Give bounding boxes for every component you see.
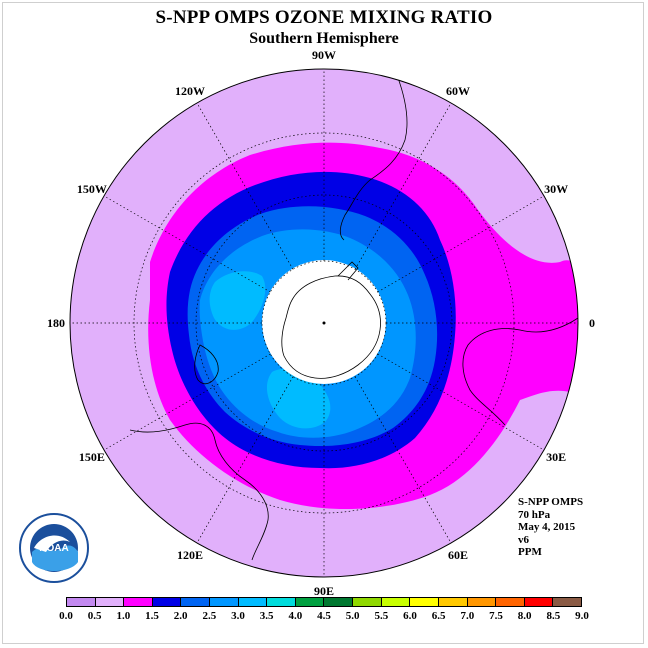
colorbar-tick-label: 2.0 [173, 610, 188, 622]
colorbar-swatch [381, 598, 411, 606]
map-boundary [69, 68, 579, 578]
meridian-line [354, 376, 452, 544]
colorbar-swatch [124, 598, 153, 606]
colorbar-tick-label: 7.5 [489, 610, 503, 622]
longitude-label: 60W [446, 84, 470, 98]
south-pole-marker [322, 321, 326, 325]
colorbar-swatch [152, 598, 182, 606]
colorbar-swatch [181, 598, 211, 606]
meridian-line [103, 195, 271, 293]
colorbar-swatch [353, 598, 382, 606]
longitude-label: 180 [47, 316, 65, 330]
colorbar-swatch [524, 598, 554, 606]
colorbar-tick-label: 1.0 [116, 610, 131, 622]
longitude-label: 90E [314, 584, 334, 598]
colorbar-swatch [467, 598, 497, 606]
longitude-label: 30E [546, 450, 566, 464]
colorbar-swatch [553, 598, 581, 606]
colorbar-swatch [67, 598, 96, 606]
info-version: v6 [518, 533, 529, 546]
colorbar-swatch [238, 598, 268, 606]
longitude-label: 150W [77, 182, 107, 196]
meridian-line [103, 353, 271, 451]
longitude-label: 0 [589, 316, 595, 330]
colorbar-tick-label: 3.5 [259, 610, 274, 622]
meridian-line [377, 195, 545, 293]
info-date: May 4, 2015 [518, 521, 576, 533]
longitude-label: 120W [175, 84, 205, 98]
meridian-lines [70, 69, 578, 577]
meridian-line [377, 353, 545, 451]
colorbar-swatch [267, 598, 296, 606]
contour-band-3-0 [266, 368, 331, 429]
colorbar-tick-label: 5.0 [345, 610, 360, 622]
longitude-label: 30W [544, 182, 568, 196]
colorbar-tick-label: 4.0 [288, 610, 303, 622]
south-america-coastline [339, 69, 408, 241]
colorbar-tick-label: 5.5 [374, 610, 389, 622]
info-units: PPM [518, 546, 542, 558]
colorbar-tick-label: 1.5 [145, 610, 159, 622]
longitude-label: 60E [448, 548, 468, 562]
longitude-labels: 90W 60W 30W 0 30E 60E 90E 120E 150E 180 150W 120W [47, 48, 595, 598]
australia-coastline [129, 422, 269, 561]
antarctica-coastline [281, 261, 381, 379]
info-instrument: S-NPP OMPS [518, 496, 584, 508]
colorbar-swatch [210, 598, 239, 606]
noaa-logo-text: NOAA [39, 543, 68, 554]
colorbar-tick-label: 7.0 [460, 610, 475, 622]
longitude-label: 150E [79, 450, 105, 464]
colorbar-tick-label: 2.5 [202, 610, 217, 622]
colorbar-swatch [95, 598, 125, 606]
colorbar-swatch [438, 598, 468, 606]
colorbar-swatch [410, 598, 439, 606]
colorbar-tick-label: 4.5 [317, 610, 331, 622]
longitude-label: 120E [177, 548, 203, 562]
colorbar-tick-label: 6.0 [403, 610, 417, 622]
colorbar-tick-label: 9.0 [575, 610, 589, 622]
colorbar-tick-label: 3.0 [231, 610, 245, 622]
contour-band-3-0-west [209, 271, 266, 330]
map-title: S-NPP OMPS OZONE MIXING RATIO [155, 7, 493, 28]
map-subtitle: Southern Hemisphere [249, 30, 399, 47]
colorbar-swatch [324, 598, 354, 606]
colorbar [66, 597, 582, 607]
meridian-line [196, 376, 294, 544]
info-level: 70 hPa [518, 508, 551, 521]
africa-coastline [462, 317, 578, 426]
colorbar-tick-label: 6.5 [431, 610, 446, 622]
noaa-logo-icon: NOAA [18, 512, 90, 584]
colorbar-swatch [295, 598, 325, 606]
meridian-line [354, 102, 452, 270]
longitude-label: 90W [312, 48, 336, 62]
colorbar-tick-label: 8.5 [546, 610, 561, 622]
new-zealand-coastline [194, 344, 219, 385]
colorbar-tick-label: 0.5 [87, 610, 102, 622]
colorbar-swatch [496, 598, 525, 606]
colorbar-tick-label: 8.0 [517, 610, 532, 622]
colorbar-tick-label: 0.0 [59, 610, 73, 622]
meridian-line [196, 102, 294, 270]
info-panel: S-NPP OMPS 70 hPa May 4, 2015 v6 PPM [518, 496, 583, 559]
colorbar-ticks: 0.0 0.5 1.0 1.5 2.0 2.5 3.0 3.5 4.0 4.5 5.0 5.5 6.0 6… [59, 610, 589, 624]
